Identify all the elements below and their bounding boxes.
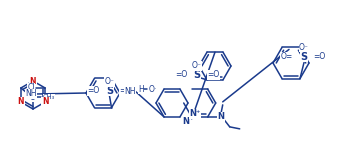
Text: N: N [18, 98, 24, 106]
Text: O·: O· [149, 84, 157, 93]
Text: =O: =O [313, 52, 325, 61]
Text: Cl: Cl [28, 83, 35, 92]
Text: O: O [30, 92, 36, 102]
Text: S: S [193, 70, 201, 80]
Text: O=: O= [281, 52, 293, 61]
Text: H: H [138, 84, 144, 93]
Text: S: S [301, 52, 308, 62]
Text: N⁺: N⁺ [189, 109, 200, 118]
Text: O⁻: O⁻ [192, 61, 202, 70]
Text: NH: NH [25, 90, 37, 99]
Text: O⁻: O⁻ [299, 43, 309, 52]
Text: =O: =O [119, 86, 132, 95]
Text: CH₃: CH₃ [43, 94, 55, 100]
Text: N: N [182, 116, 189, 125]
Text: N: N [217, 112, 224, 121]
Text: S: S [106, 86, 113, 96]
Text: =O: =O [87, 86, 100, 95]
Text: O⁻: O⁻ [105, 77, 115, 86]
Text: NH: NH [124, 86, 136, 95]
Text: N: N [42, 98, 48, 106]
Text: N: N [30, 76, 36, 85]
Text: =O: =O [207, 70, 219, 79]
Text: =O: =O [175, 70, 187, 79]
